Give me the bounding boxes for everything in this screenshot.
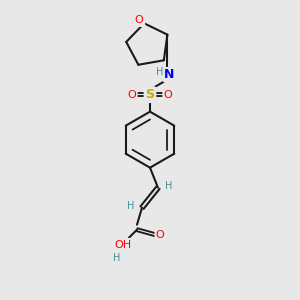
Text: H: H [165,181,173,191]
Text: O: O [135,15,144,25]
Text: O: O [156,230,164,240]
Text: O: O [128,90,136,100]
Text: S: S [146,88,154,101]
Text: H: H [156,67,163,77]
Text: O: O [164,90,172,100]
Text: H: H [127,201,135,211]
Text: OH: OH [114,240,132,250]
Text: N: N [164,68,175,81]
Text: H: H [113,253,121,263]
